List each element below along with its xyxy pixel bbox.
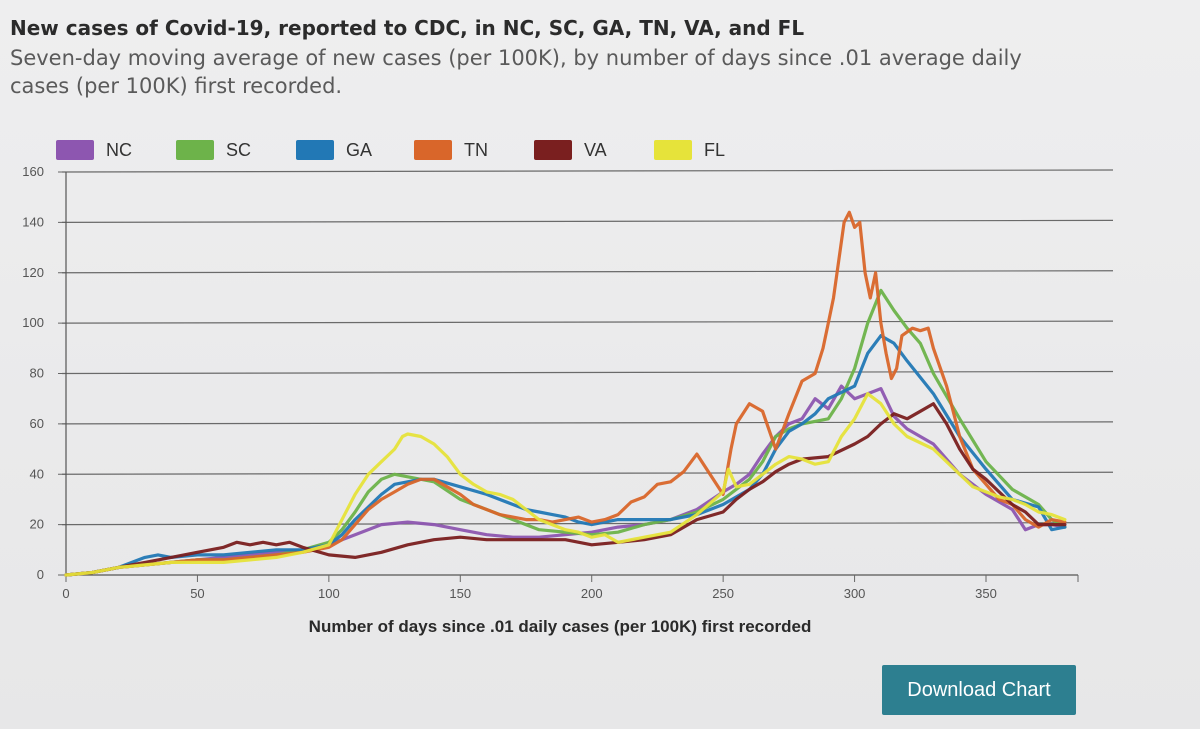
y-tick-label: 40 <box>30 466 44 481</box>
chart-subtitle: Seven-day moving average of new cases (p… <box>10 46 1022 98</box>
gridline <box>61 320 1114 324</box>
series-line-fl <box>64 392 1067 577</box>
series-line-nc <box>64 384 1067 577</box>
series-line-ga <box>64 334 1067 577</box>
line-chart: 0 20 40 60 80 100 120 140 160 0 50 100 150 200 250 300 3… <box>22 164 1114 636</box>
x-tick-label: 50 <box>190 586 204 601</box>
legend-label-sc: SC <box>226 140 252 160</box>
x-axis-label: Number of days since .01 daily cases (pe… <box>309 617 812 636</box>
y-tick-label: 60 <box>30 416 44 431</box>
x-tick-label: 150 <box>449 586 471 601</box>
gridline <box>61 219 1114 223</box>
legend-swatch-va <box>534 140 572 160</box>
legend-swatch-nc <box>56 140 94 160</box>
x-tick-label: 200 <box>581 586 603 601</box>
y-tick-label: 140 <box>22 214 44 229</box>
legend-swatch-sc <box>176 140 214 160</box>
chart-title: New cases of Covid-19, reported to CDC, … <box>10 16 805 40</box>
y-tick-label: 100 <box>22 315 44 330</box>
gridline <box>61 471 1114 475</box>
legend-label-fl: FL <box>704 140 726 160</box>
gridline <box>61 169 1114 173</box>
y-tick-label: 80 <box>30 366 44 381</box>
legend-label-tn: TN <box>464 140 488 160</box>
legend-label-nc: NC <box>106 140 132 160</box>
download-chart-button[interactable]: Download Chart <box>882 665 1076 715</box>
legend-swatch-fl <box>654 140 692 160</box>
legend: NC SC GA TN VA FL <box>0 136 1200 166</box>
legend-swatch-ga <box>296 140 334 160</box>
x-tick-label: 100 <box>318 586 340 601</box>
y-tick-label: 160 <box>22 164 44 179</box>
legend-label-ga: GA <box>346 140 373 160</box>
x-tick-label: 0 <box>62 586 69 601</box>
gridline <box>61 370 1114 375</box>
series-line-va <box>64 402 1067 577</box>
y-tick-label: 120 <box>22 265 44 280</box>
gridline <box>61 421 1114 425</box>
x-tick-label: 250 <box>712 586 734 601</box>
y-tick-label: 0 <box>37 567 44 582</box>
legend-label-va: VA <box>584 140 607 160</box>
x-tick-label: 350 <box>975 586 997 601</box>
series-line-tn <box>64 210 1067 577</box>
legend-swatch-tn <box>414 140 452 160</box>
gridline <box>61 270 1114 274</box>
x-tick-label: 300 <box>844 586 866 601</box>
y-tick-label: 20 <box>30 517 44 532</box>
